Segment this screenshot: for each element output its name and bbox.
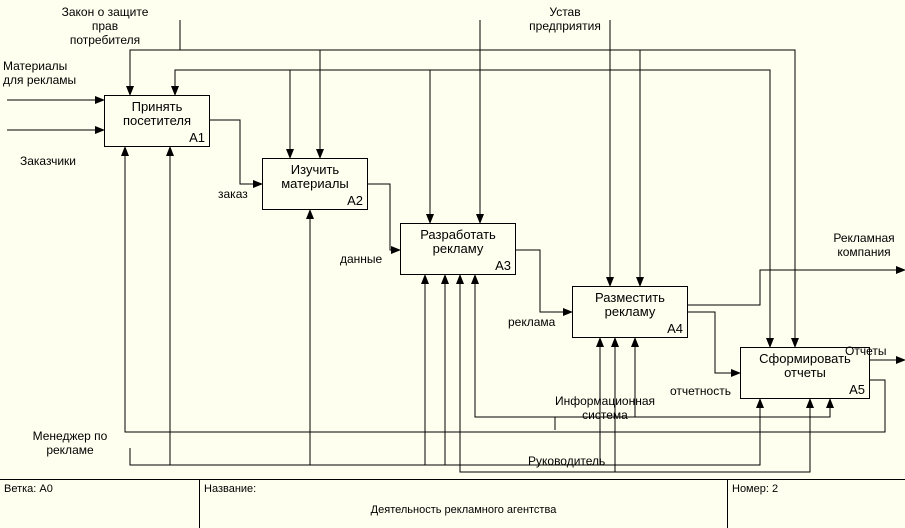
diagram-label: Закон о защите прав потребителя bbox=[40, 6, 170, 47]
arrow bbox=[130, 275, 425, 465]
node-id: A3 bbox=[495, 258, 511, 273]
node-id: A1 bbox=[189, 130, 205, 145]
diagram-label: Рекламная компания bbox=[824, 232, 904, 260]
node-label: Изучить материалы bbox=[263, 159, 367, 192]
arrow bbox=[130, 210, 310, 465]
footer-name-label: Название: bbox=[204, 483, 256, 495]
diagram-label: заказ bbox=[218, 188, 268, 202]
diagram-label: отчетность bbox=[670, 385, 750, 399]
idef0-diagram: Ветка: A0 Название: Деятельность рекламн… bbox=[0, 0, 905, 528]
arrow bbox=[516, 250, 572, 312]
diagram-label: реклама bbox=[508, 316, 578, 330]
diagram-label: Менеджер по рекламе bbox=[20, 430, 120, 458]
node-a3: Разработать рекламуA3 bbox=[400, 223, 516, 275]
footer-title: Деятельность рекламного агентства bbox=[200, 504, 727, 516]
arrow bbox=[130, 338, 600, 465]
arrow bbox=[130, 147, 170, 465]
diagram-label: Заказчики bbox=[20, 155, 100, 169]
arrow bbox=[320, 20, 480, 50]
node-label: Принять посетителя bbox=[105, 96, 209, 129]
diagram-label: Информационная система bbox=[535, 395, 675, 423]
node-label: Разработать рекламу bbox=[401, 224, 515, 257]
node-a4: Разместить рекламуA4 bbox=[572, 286, 688, 338]
arrow bbox=[210, 120, 262, 184]
arrow bbox=[688, 312, 740, 373]
node-id: A2 bbox=[347, 193, 363, 208]
diagram-label: Устав предприятия bbox=[505, 6, 625, 34]
arrow bbox=[460, 275, 510, 472]
footer-branch: Ветка: A0 bbox=[4, 483, 53, 495]
node-label: Разместить рекламу bbox=[573, 287, 687, 320]
diagram-footer: Ветка: A0 Название: Деятельность рекламн… bbox=[0, 479, 905, 528]
diagram-label: Отчеты bbox=[845, 345, 905, 359]
node-a1: Принять посетителяA1 bbox=[104, 95, 210, 147]
arrow bbox=[430, 70, 610, 223]
node-id: A4 bbox=[667, 321, 683, 336]
footer-number: Номер: 2 bbox=[732, 483, 778, 495]
diagram-label: данные bbox=[340, 253, 400, 267]
arrow bbox=[130, 275, 445, 465]
arrow bbox=[368, 184, 400, 250]
arrow bbox=[290, 70, 610, 158]
diagram-label: Руководитель bbox=[528, 455, 638, 469]
node-a2: Изучить материалыA2 bbox=[262, 158, 368, 210]
node-id: A5 bbox=[849, 382, 865, 397]
arrow bbox=[688, 270, 905, 305]
diagram-label: Материалы для рекламы bbox=[3, 60, 103, 88]
